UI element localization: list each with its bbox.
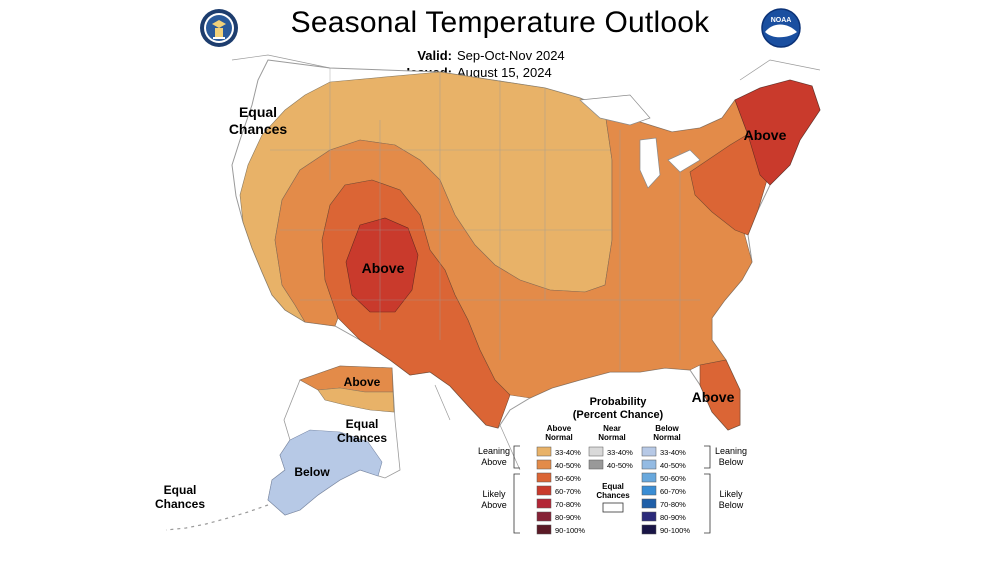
label-below-alaska: Below — [294, 465, 330, 479]
region-above-60-70-rockies — [345, 217, 419, 313]
legend-above-swatch-2 — [536, 472, 552, 483]
label-above-northeast: Above — [744, 127, 787, 143]
legend-above-range-3: 60-70% — [555, 487, 581, 496]
bracket-leaning-below — [704, 445, 711, 469]
legend-above-header-2: Normal — [545, 433, 573, 442]
legend-above-swatch-4 — [536, 498, 552, 509]
legend-leaning-below-2: Below — [719, 457, 744, 467]
legend-above-swatch-0 — [536, 446, 552, 457]
legend-equal-chances: Equal — [602, 482, 624, 491]
legend-equal-chances-swatch — [602, 502, 624, 513]
legend-near-range-1: 40-50% — [607, 461, 633, 470]
page-title: Seasonal Temperature Outlook — [290, 6, 710, 39]
legend-likely-below: Likely — [719, 489, 743, 499]
state-lines — [270, 68, 700, 370]
legend-below-swatch-4 — [641, 498, 657, 509]
legend-below-swatch-6 — [641, 524, 657, 535]
bracket-leaning-above — [513, 445, 520, 469]
issued-value: August 15, 2024 — [457, 65, 552, 80]
legend-below-range-5: 80-90% — [660, 513, 686, 522]
label-equal-chances-west-2: Chances — [229, 121, 288, 137]
legend-below-swatch-2 — [641, 472, 657, 483]
legend-below-swatch-5 — [641, 511, 657, 522]
noaa-logo: NOAA — [761, 8, 801, 48]
legend-above-swatch-5 — [536, 511, 552, 522]
legend-above-swatch-3 — [536, 485, 552, 496]
legend-above-range-4: 70-80% — [555, 500, 581, 509]
region-above-50-60-florida — [699, 359, 741, 431]
legend-above-range-6: 90-100% — [555, 526, 585, 535]
bracket-likely-below — [704, 473, 711, 534]
legend-leaning-above-2: Above — [481, 457, 507, 467]
legend-above-header: Above — [547, 424, 572, 433]
legend-below-swatch-3 — [641, 485, 657, 496]
legend-above-swatch-6 — [536, 524, 552, 535]
legend-above-range-5: 80-90% — [555, 513, 581, 522]
valid-issued-block: Valid:Sep-Oct-Nov 2024 Issued:August 15,… — [398, 47, 565, 81]
region-above-60-70-newengland — [734, 79, 821, 186]
valid-label: Valid: — [417, 48, 452, 63]
legend-subtitle: (Percent Chance) — [573, 409, 664, 421]
label-equal-chances-west: Equal — [239, 104, 277, 120]
legend-below-range-2: 50-60% — [660, 474, 686, 483]
legend-likely-above-2: Above — [481, 500, 507, 510]
legend-below-swatches: 33-40% 40-50% 50-60% 60-70% 70-80% 80-90% 90-1… — [641, 446, 690, 535]
legend-title: Probability — [590, 396, 648, 408]
legend-below-range-6: 90-100% — [660, 526, 690, 535]
border-lines — [231, 54, 821, 471]
legend-above-range-2: 50-60% — [555, 474, 581, 483]
legend-likely-above: Likely — [482, 489, 506, 499]
legend-below-range-1: 40-50% — [660, 461, 686, 470]
legend-near-swatches: 33-40% 40-50% — [588, 446, 633, 470]
legend-above-range-1: 40-50% — [555, 461, 581, 470]
legend-likely-below-2: Below — [719, 500, 744, 510]
label-above-alaska: Above — [344, 375, 381, 389]
region-alaska-above-33-40 — [317, 387, 395, 413]
legend-below-range-0: 33-40% — [660, 448, 686, 457]
bracket-likely-above — [513, 473, 520, 534]
region-alaska-below-33-40 — [267, 429, 383, 516]
legend-near-swatch-0 — [588, 446, 604, 457]
legend-leaning-above: Leaning — [478, 446, 510, 456]
label-equal-chances-aleutian-2: Chances — [155, 497, 205, 511]
legend-below-swatch-1 — [641, 459, 657, 470]
legend-near-header-2: Normal — [598, 433, 626, 442]
noaa-logo-text: NOAA — [771, 17, 792, 24]
legend-equal-chances-2: Chances — [596, 491, 630, 500]
valid-value: Sep-Oct-Nov 2024 — [457, 48, 565, 63]
region-above-50-60-northeast — [689, 129, 771, 236]
legend-above-range-0: 33-40% — [555, 448, 581, 457]
label-equal-chances-alaska-2: Chances — [337, 431, 387, 445]
legend-leaning-below: Leaning — [715, 446, 747, 456]
legend-below-header: Below — [655, 424, 679, 433]
doc-seal-logo — [200, 9, 238, 47]
legend: Probability (Percent Chance) Above Norma… — [478, 396, 747, 535]
label-equal-chances-alaska: Equal — [346, 417, 379, 431]
label-equal-chances-aleutian: Equal — [164, 483, 197, 497]
legend-below-range-3: 60-70% — [660, 487, 686, 496]
legend-above-swatches: 33-40% 40-50% 50-60% 60-70% 70-80% 80-90% 90-1… — [536, 446, 585, 535]
legend-near-range-0: 33-40% — [607, 448, 633, 457]
label-above-florida: Above — [692, 389, 735, 405]
legend-below-swatch-0 — [641, 446, 657, 457]
legend-near-swatch-1 — [588, 459, 604, 470]
great-lakes — [579, 94, 701, 189]
legend-below-header-2: Normal — [653, 433, 681, 442]
legend-above-swatch-1 — [536, 459, 552, 470]
legend-below-range-4: 70-80% — [660, 500, 686, 509]
legend-near-header: Near — [603, 424, 621, 433]
label-above-rockies: Above — [362, 260, 405, 276]
